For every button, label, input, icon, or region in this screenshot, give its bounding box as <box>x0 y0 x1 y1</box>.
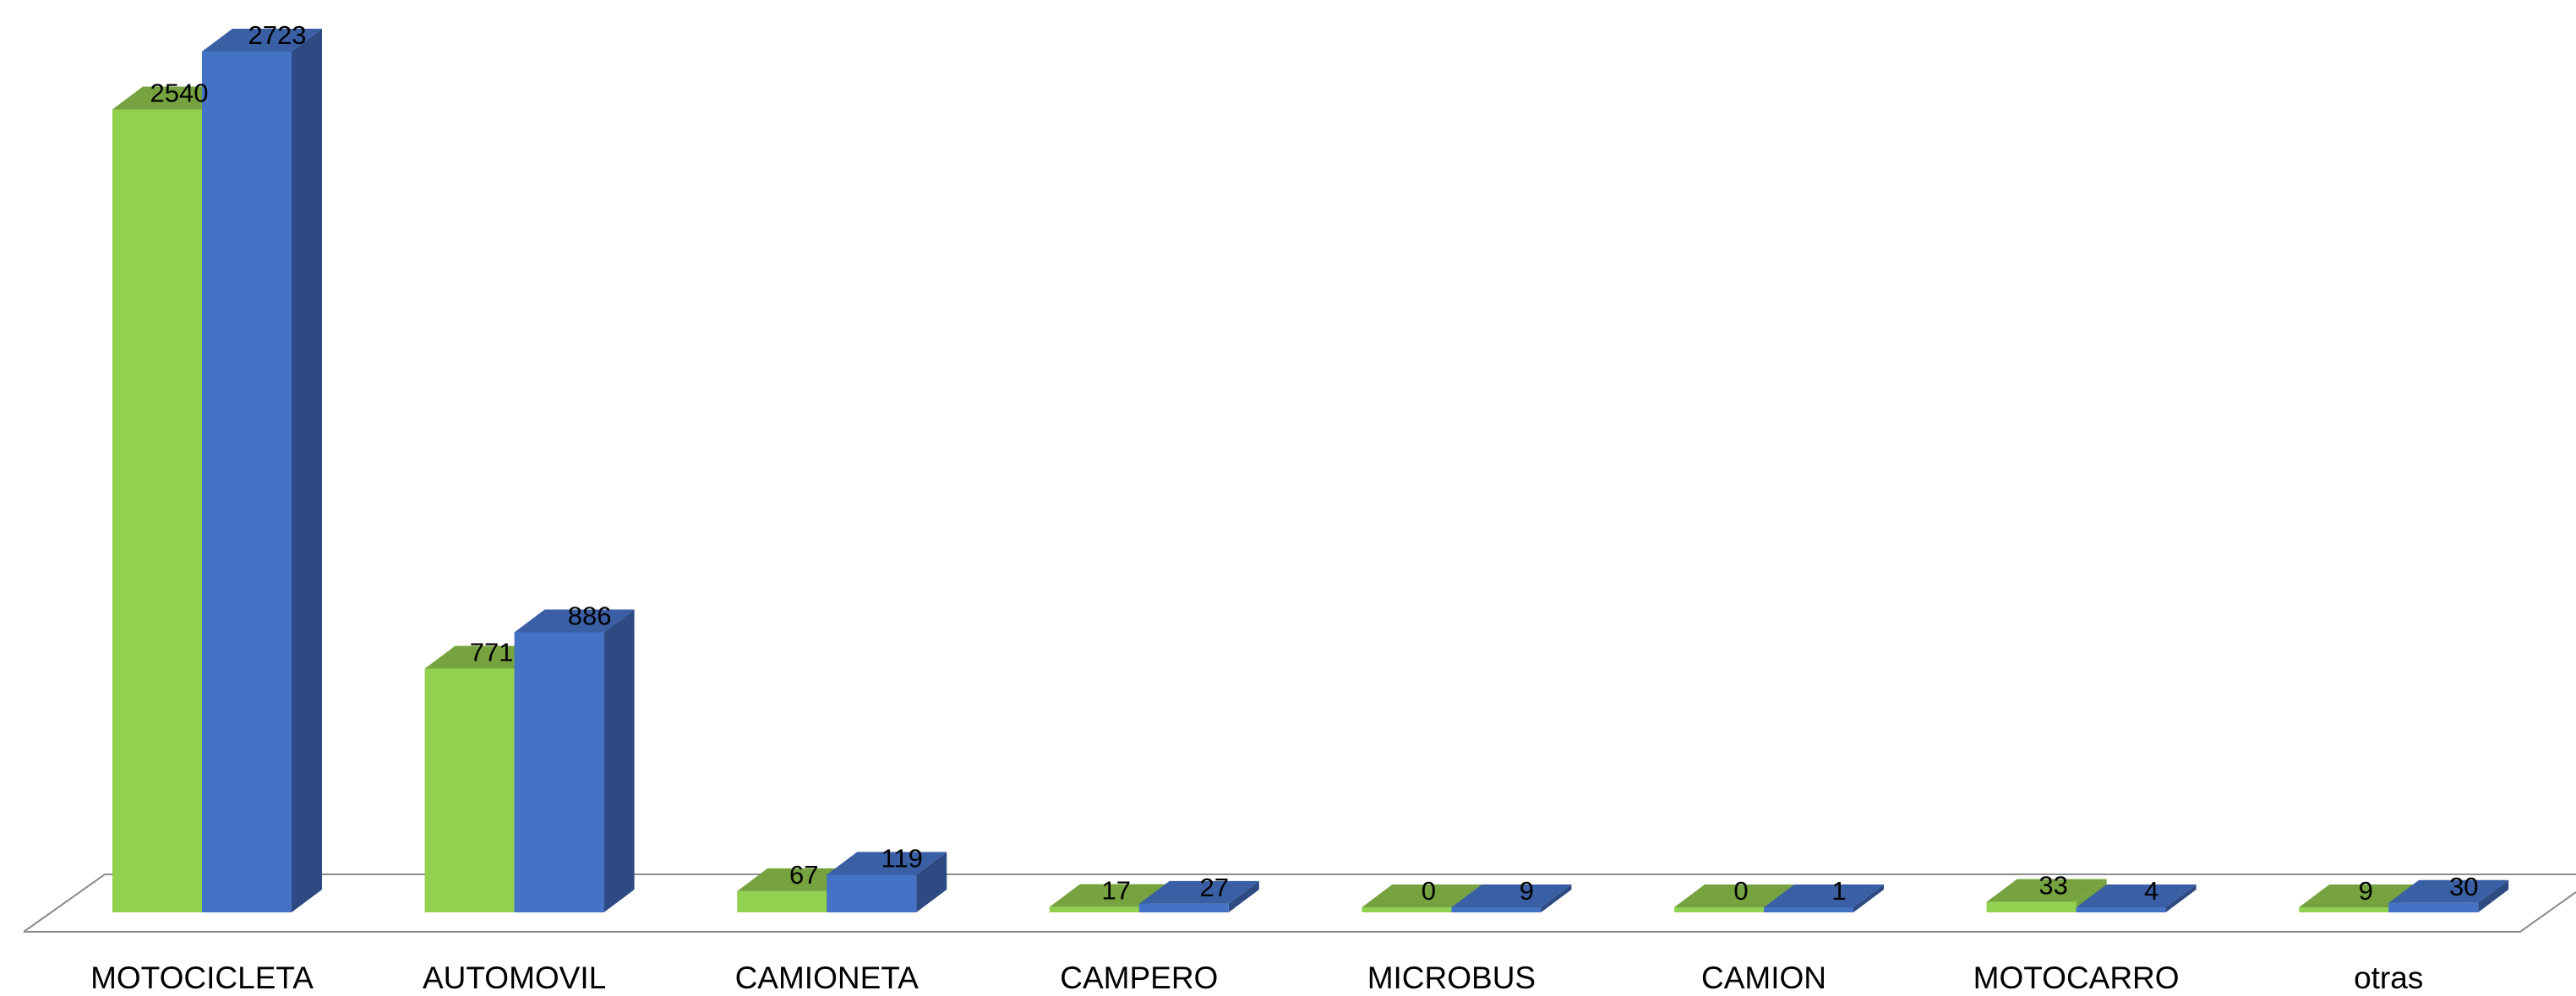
bar-top <box>202 29 322 52</box>
bar-front <box>1362 907 1452 912</box>
bar-front <box>2076 907 2166 912</box>
bar-2-motocarro <box>2076 884 2197 912</box>
bar-front <box>1764 907 1853 912</box>
data-label: 27 <box>1200 873 1229 902</box>
category-label: otras <box>2354 961 2423 995</box>
bar-top <box>514 609 635 633</box>
bar-front <box>1138 903 1229 912</box>
bar-front <box>827 874 917 912</box>
bar-top <box>2299 884 2420 907</box>
data-label: 67 <box>789 860 818 890</box>
data-label: 17 <box>1102 876 1131 906</box>
data-label: 771 <box>470 637 514 667</box>
bar-front <box>424 668 515 912</box>
category-label: MOTOCARRO <box>1973 961 2180 995</box>
data-label: 2540 <box>150 78 209 107</box>
category-label: AUTOMOVIL <box>423 961 606 995</box>
bar-front <box>1986 901 2077 912</box>
bar-top <box>1362 884 1482 907</box>
category-label: CAMPERO <box>1060 961 1218 995</box>
category-label: MICROBUS <box>1367 961 1536 995</box>
bar-top <box>1986 879 2107 902</box>
bar-top <box>2388 879 2509 903</box>
bar-top <box>1138 880 1259 904</box>
bar-top <box>2076 884 2197 907</box>
data-label: 886 <box>568 601 612 630</box>
bar-front <box>112 109 202 913</box>
data-label: 9 <box>1520 876 1534 906</box>
bar-side <box>603 609 635 912</box>
data-label: 9 <box>2359 876 2373 906</box>
bar-side <box>2478 879 2509 912</box>
bar-2-otras <box>2388 879 2509 912</box>
bar-side <box>1541 884 1572 912</box>
bar-front <box>1674 907 1764 912</box>
bar-top <box>1451 884 1572 907</box>
bar-front <box>737 890 827 912</box>
data-label: 30 <box>2449 872 2478 901</box>
data-label: 33 <box>2038 871 2067 901</box>
bar-top <box>1674 884 1794 907</box>
data-label: 4 <box>2144 876 2158 906</box>
bar-2-automovil <box>514 609 635 912</box>
bar-side <box>916 852 947 912</box>
bar-front <box>1451 907 1542 912</box>
data-label: 119 <box>881 843 922 873</box>
bar-front <box>2388 902 2479 912</box>
data-label: 0 <box>1422 876 1436 906</box>
bar-front <box>1049 906 1139 912</box>
category-label: CAMION <box>1701 961 1826 995</box>
bar-side <box>2165 884 2197 912</box>
bar-2-motocicleta <box>202 29 322 912</box>
data-label: 0 <box>1733 876 1748 906</box>
bar-2-campero <box>1138 880 1259 912</box>
data-label: 2723 <box>248 20 307 50</box>
data-label: 1 <box>1831 876 1846 906</box>
bar-top <box>827 852 947 875</box>
bar-2-camioneta <box>827 852 947 912</box>
bar-2-camion <box>1764 884 1884 912</box>
chart-floor <box>23 874 2576 933</box>
bar-side <box>292 29 322 912</box>
bar-front <box>2299 907 2389 912</box>
bar-side <box>1853 884 1884 912</box>
bar-top <box>1764 884 1884 907</box>
bar-front <box>202 52 292 912</box>
bar-1-motocarro <box>1986 879 2107 912</box>
bar-side <box>1228 880 1259 912</box>
category-label: MOTOCICLETA <box>90 961 314 995</box>
bar-top <box>1049 884 1170 907</box>
bar-2-microbus <box>1451 884 1572 912</box>
category-label: CAMIONETA <box>735 961 920 995</box>
bar-front <box>514 632 604 912</box>
